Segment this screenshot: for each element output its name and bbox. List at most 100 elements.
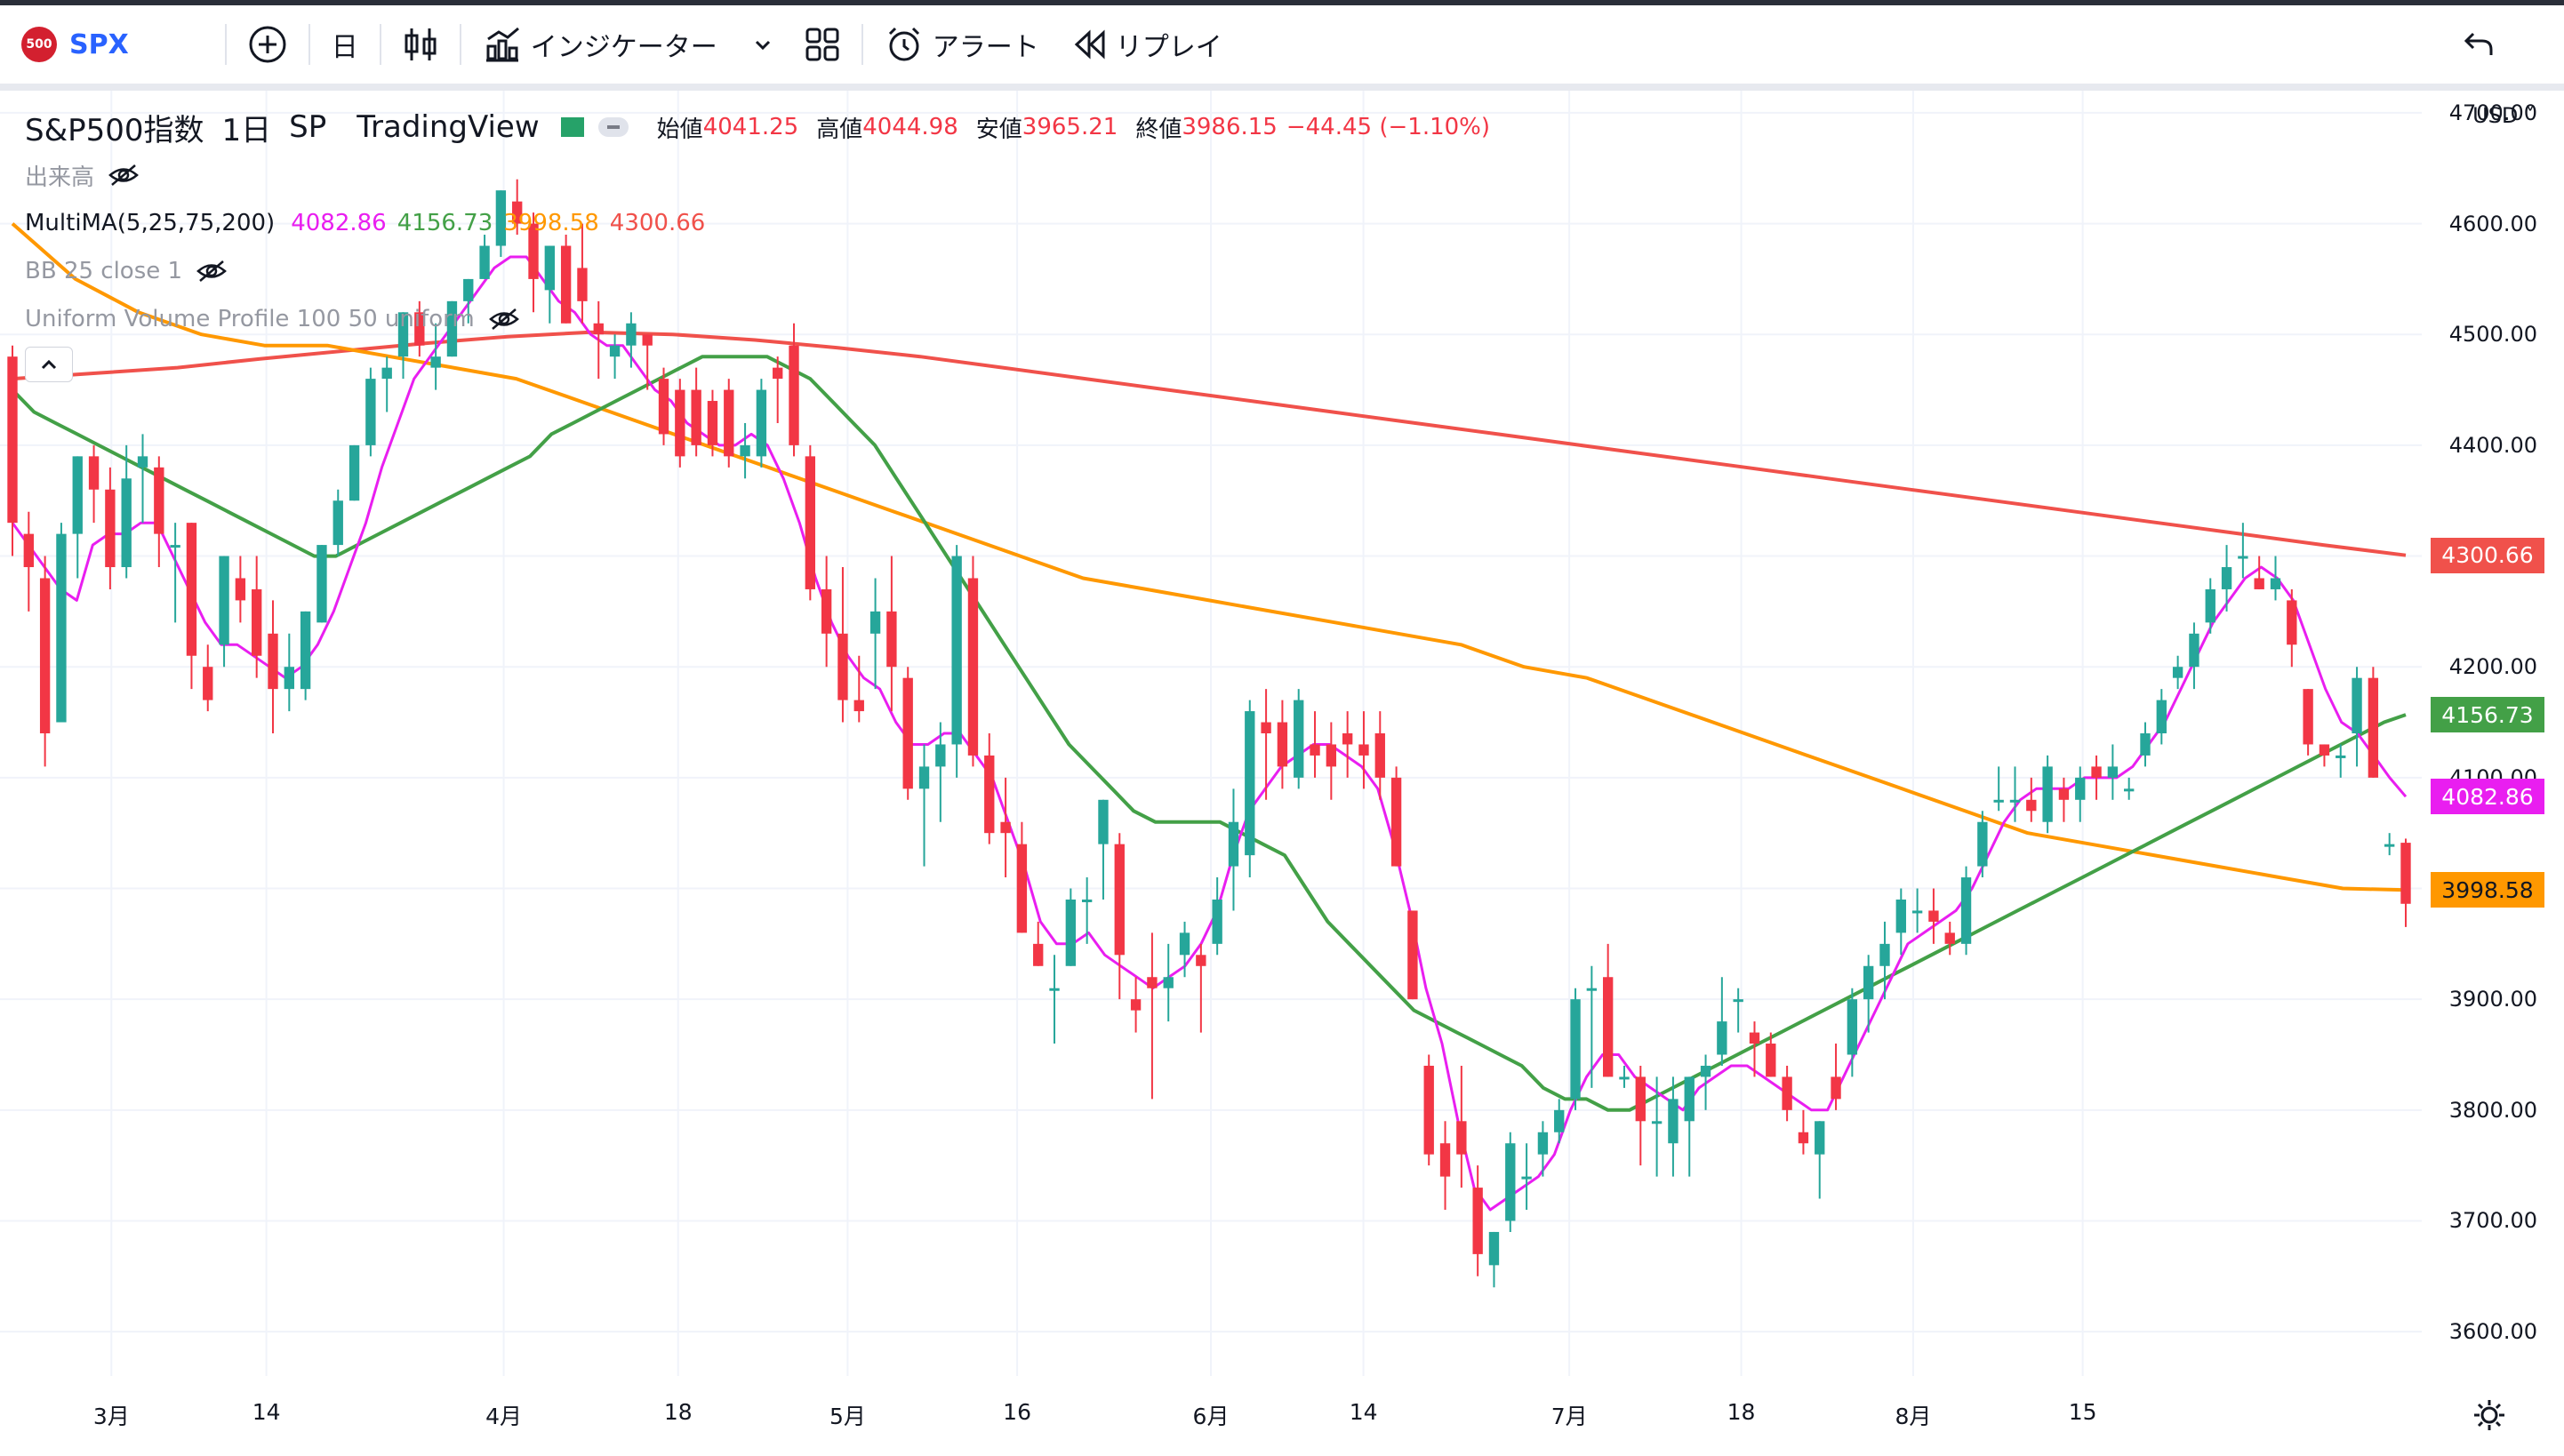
candle [1261, 689, 1271, 800]
time-axis-label: 6月 [1192, 1404, 1230, 1429]
candle-body [430, 356, 441, 368]
candle-body [1049, 988, 1060, 991]
time-axis[interactable]: 3月 14 4月 18 5月 16 6月 14 7月 18 8月 15 [0, 1376, 2422, 1456]
gear-icon[interactable] [2472, 1397, 2507, 1433]
candle [1456, 1065, 1467, 1188]
candle [349, 444, 360, 501]
candle-body [773, 367, 783, 380]
candle-body [154, 467, 164, 534]
candle-body [2400, 843, 2411, 904]
candle-body [626, 323, 637, 346]
candle [137, 434, 148, 524]
high-value: 4044.98 [862, 114, 958, 140]
chart-type-button[interactable] [387, 5, 454, 84]
undo-button[interactable] [2447, 5, 2511, 84]
replay-label: リプレイ [1115, 32, 1222, 63]
collapse-legend-button[interactable] [25, 347, 73, 382]
candle-body [544, 245, 556, 291]
time-axis-label: 5月 [829, 1404, 866, 1429]
market-status-icon[interactable] [560, 117, 584, 137]
candle [154, 456, 164, 568]
candle [2075, 766, 2086, 822]
ma25-line [11, 355, 2407, 1112]
chart-pane[interactable]: S&P500指数 1日 SP TradingView 始値 4041.25 高値 4… [0, 91, 2564, 1456]
compare-symbol-button[interactable] [232, 5, 303, 84]
candle-body [72, 456, 83, 534]
ma200-price-tag: 4300.66 [2431, 537, 2544, 573]
bb-label: BB 25 close 1 [25, 258, 183, 284]
candle-body [1895, 899, 1906, 933]
candle-body [121, 478, 132, 568]
candle [837, 567, 848, 723]
candle [268, 600, 278, 733]
currency-selector[interactable]: USD ˅ [2472, 103, 2536, 128]
chart-legend: S&P500指数 1日 SP TradingView 始値 4041.25 高値 4… [25, 103, 1499, 382]
replay-button[interactable]: リプレイ [1055, 5, 1238, 84]
candle-body [740, 444, 750, 457]
candle-body [1602, 977, 1614, 1077]
candle [56, 523, 67, 723]
candle [577, 223, 588, 324]
eye-crossed-icon[interactable] [488, 308, 519, 331]
layouts-button[interactable] [789, 5, 856, 84]
candle-body [2287, 600, 2297, 645]
time-axis-label: 16 [1003, 1399, 1031, 1425]
candle-body [1635, 1076, 1646, 1122]
price-chart[interactable] [0, 91, 2422, 1376]
candle [105, 467, 116, 589]
candle-body [2319, 744, 2330, 756]
source-text: TradingView [357, 109, 540, 145]
price-axis[interactable]: USD ˅ 4700.004600.004500.004400.004300.0… [2422, 91, 2564, 1456]
legend-main-row: S&P500指数 1日 SP TradingView 始値 4041.25 高値 4… [25, 103, 1499, 151]
candle-body [1016, 844, 1028, 933]
legend-bb-row[interactable]: BB 25 close 1 [25, 247, 1499, 295]
candle-body [1488, 1231, 1500, 1266]
candle [1423, 1054, 1434, 1166]
candle [1212, 877, 1222, 956]
candle-body [1863, 965, 1874, 1000]
ma5-price-tag: 4082.86 [2431, 779, 2544, 815]
candle-body [349, 444, 360, 501]
interval-label: 日 [331, 32, 358, 63]
candle [365, 367, 376, 457]
interval-button[interactable]: 日 [316, 5, 374, 84]
ma200-line [12, 330, 2407, 557]
indicators-button[interactable]: インジケーター [467, 5, 789, 84]
toolbar-divider [308, 24, 310, 65]
candle-body [1423, 1065, 1434, 1155]
candle-body [252, 588, 262, 656]
candle [219, 556, 229, 668]
candle-body [707, 401, 718, 445]
legend-vp-row[interactable]: Uniform Volume Profile 100 50 uniform [25, 295, 1499, 343]
candle-body [1277, 722, 1288, 767]
symbol-search-button[interactable]: 500 SPX [0, 5, 145, 84]
legend-ma-row[interactable]: MultiMA(5,25,75,200) 4082.86 4156.73 399… [25, 199, 1499, 247]
hide-icon[interactable] [597, 117, 629, 137]
candle [1033, 921, 1044, 966]
candle-body [1521, 1176, 1532, 1180]
candle-body [1294, 700, 1304, 778]
candle [1668, 1076, 1679, 1177]
alert-button[interactable]: アラート [869, 5, 1055, 84]
candle-body [902, 677, 913, 789]
candle [918, 744, 930, 867]
candle [72, 456, 83, 579]
candle-body [1554, 1109, 1565, 1132]
candles-icon [405, 28, 437, 60]
instrument-name[interactable]: S&P500指数 [25, 112, 204, 148]
candle-body [219, 556, 229, 645]
eye-crossed-icon[interactable] [108, 164, 139, 187]
eye-crossed-icon[interactable] [196, 260, 227, 283]
candle-body [1114, 844, 1125, 956]
candle [626, 312, 637, 368]
candle [2287, 588, 2297, 668]
candle [2303, 689, 2313, 756]
legend-volume-row[interactable]: 出来高 [25, 151, 1499, 199]
candle [333, 489, 343, 556]
candle-body [1374, 733, 1385, 778]
candle [1847, 988, 1858, 1077]
candle-body [2205, 588, 2215, 623]
candle [1147, 932, 1158, 1100]
candle [235, 556, 246, 623]
candle-body [1570, 999, 1581, 1100]
